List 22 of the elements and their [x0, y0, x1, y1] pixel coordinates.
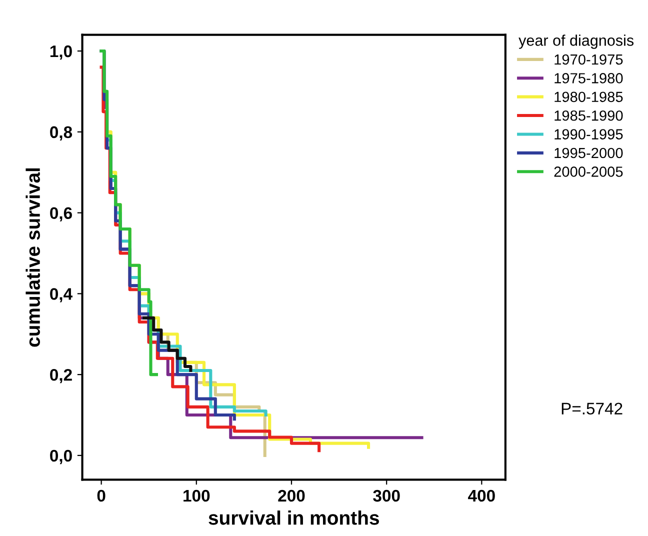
- x-tick-label: 100: [184, 490, 210, 502]
- x-axis-title: survival in months: [208, 510, 379, 525]
- legend-label: 1980-1985: [554, 92, 623, 102]
- y-tick-label: 0,0: [50, 450, 72, 464]
- x-tick-label: 0: [97, 490, 106, 502]
- x-tick-label: 300: [373, 490, 400, 502]
- legend-title: year of diagnosis: [518, 34, 634, 49]
- y-tick-label: 1,0: [50, 45, 72, 60]
- legend-label: 1995-2000: [554, 148, 623, 158]
- x-tick-label: 200: [278, 490, 305, 502]
- legend-label: 1990-1995: [554, 129, 623, 140]
- text: P=.5742: [562, 402, 622, 415]
- y-tick-label: 0,2: [50, 368, 72, 384]
- y-tick-label: 0,4: [50, 288, 72, 302]
- y-axis-title: cumulative survival: [26, 168, 40, 347]
- legend-label: 1970-1975: [554, 54, 623, 65]
- legend-label: 2000-2005: [554, 166, 623, 177]
- legend-label: 1985-1990: [554, 110, 623, 121]
- y-tick-label: 0,6: [50, 207, 72, 222]
- x-tick-label: 400: [468, 490, 495, 502]
- y-tick-label: 0,8: [50, 126, 72, 141]
- legend-label: 1975-1980: [554, 73, 623, 84]
